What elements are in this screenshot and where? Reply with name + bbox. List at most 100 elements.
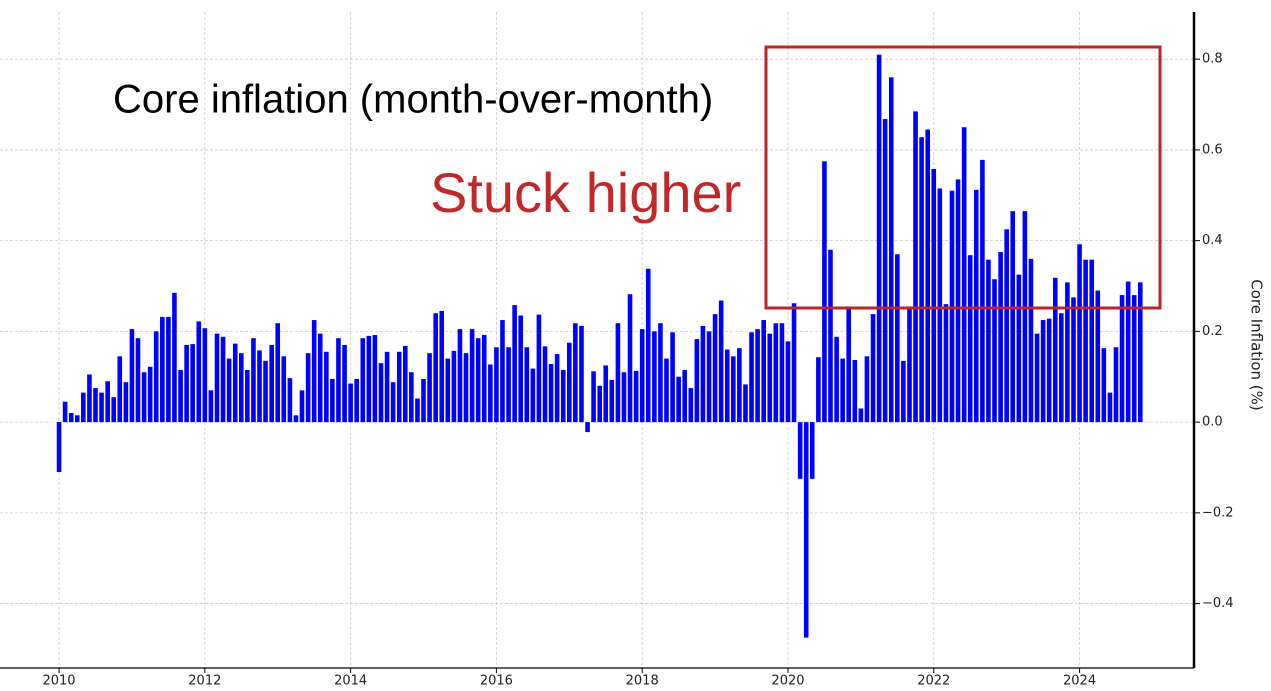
bar <box>737 348 742 423</box>
bar <box>269 344 274 423</box>
bar <box>621 372 627 423</box>
bar <box>627 294 633 423</box>
x-tick-label: 2016 <box>480 674 513 689</box>
bars <box>56 54 1143 638</box>
bar <box>281 356 287 423</box>
bar <box>743 384 748 423</box>
bar <box>384 351 390 423</box>
y-tick-label: 0.4 <box>1202 233 1223 248</box>
bar <box>603 365 609 423</box>
bar <box>591 371 596 423</box>
bar <box>1046 318 1052 423</box>
bar <box>184 344 189 423</box>
bar <box>293 415 299 423</box>
bar <box>366 335 372 423</box>
bar <box>81 392 86 423</box>
bar <box>870 314 876 423</box>
bar <box>518 315 523 423</box>
bar <box>809 422 815 479</box>
bar <box>1125 281 1131 423</box>
bar <box>166 316 171 423</box>
x-tick-label: 2022 <box>917 674 950 689</box>
bar <box>1059 313 1064 423</box>
bar <box>548 364 554 423</box>
bar <box>980 159 985 423</box>
bar <box>761 320 767 423</box>
bar <box>943 304 949 423</box>
bar <box>639 329 645 423</box>
bar <box>585 422 590 433</box>
y-tick-label: −0.2 <box>1202 505 1234 520</box>
bar <box>597 385 602 423</box>
bar <box>700 325 706 423</box>
bar <box>1089 259 1095 423</box>
bar <box>919 137 924 423</box>
bar <box>330 379 335 423</box>
bar <box>275 323 281 423</box>
bar <box>560 369 566 423</box>
bar <box>955 179 961 423</box>
bar <box>767 333 773 423</box>
bar <box>967 255 973 423</box>
bar <box>500 320 505 423</box>
bar <box>135 338 141 423</box>
bar <box>87 374 92 423</box>
bar <box>451 350 457 423</box>
bar <box>931 168 937 423</box>
bar <box>895 254 900 423</box>
bar <box>998 251 1003 423</box>
bar <box>433 313 438 423</box>
bar <box>773 323 779 423</box>
bar <box>658 323 663 423</box>
bar <box>973 189 979 423</box>
y-tick-label: 0.0 <box>1202 415 1223 430</box>
bar <box>226 358 232 423</box>
bar <box>1119 295 1125 423</box>
bar <box>755 329 760 423</box>
bar <box>706 331 712 423</box>
bar <box>524 347 530 423</box>
bar <box>220 336 226 423</box>
x-tick-label: 2024 <box>1063 674 1096 689</box>
bar <box>512 305 517 423</box>
bar <box>263 360 268 423</box>
bar <box>846 306 852 423</box>
bar <box>299 390 305 423</box>
ticks: −0.4 −0.2 0.0 0.2 0.4 0.6 0.8 2010 2012 2014 2016 2… <box>42 52 1233 689</box>
bar <box>117 356 123 423</box>
bar <box>864 356 870 423</box>
bar <box>402 345 408 423</box>
bar <box>214 333 220 423</box>
bar <box>1107 392 1113 423</box>
bar <box>536 314 542 423</box>
bar <box>876 54 882 423</box>
bar <box>506 347 511 423</box>
bar <box>62 401 68 423</box>
bar <box>615 323 621 423</box>
bar <box>573 323 578 423</box>
bar <box>554 354 560 423</box>
bar <box>123 382 129 423</box>
bar <box>1010 211 1016 423</box>
bar <box>664 358 669 423</box>
bar <box>1022 211 1028 423</box>
bar <box>360 338 366 423</box>
y-tick-label: 0.8 <box>1202 52 1223 67</box>
bar <box>202 328 208 423</box>
bar <box>1083 259 1088 423</box>
y-tick-label: −0.4 <box>1202 596 1234 611</box>
bar <box>749 332 754 423</box>
bar <box>1016 274 1022 423</box>
bar <box>469 329 475 423</box>
bar <box>481 335 487 423</box>
bar <box>645 268 651 423</box>
bar <box>475 338 481 423</box>
bar <box>415 398 420 423</box>
bar <box>439 310 445 423</box>
bar <box>257 350 262 423</box>
bar <box>232 343 238 423</box>
bar <box>779 323 785 423</box>
bar <box>160 316 165 423</box>
bar <box>1131 295 1137 423</box>
bar <box>1040 320 1046 423</box>
